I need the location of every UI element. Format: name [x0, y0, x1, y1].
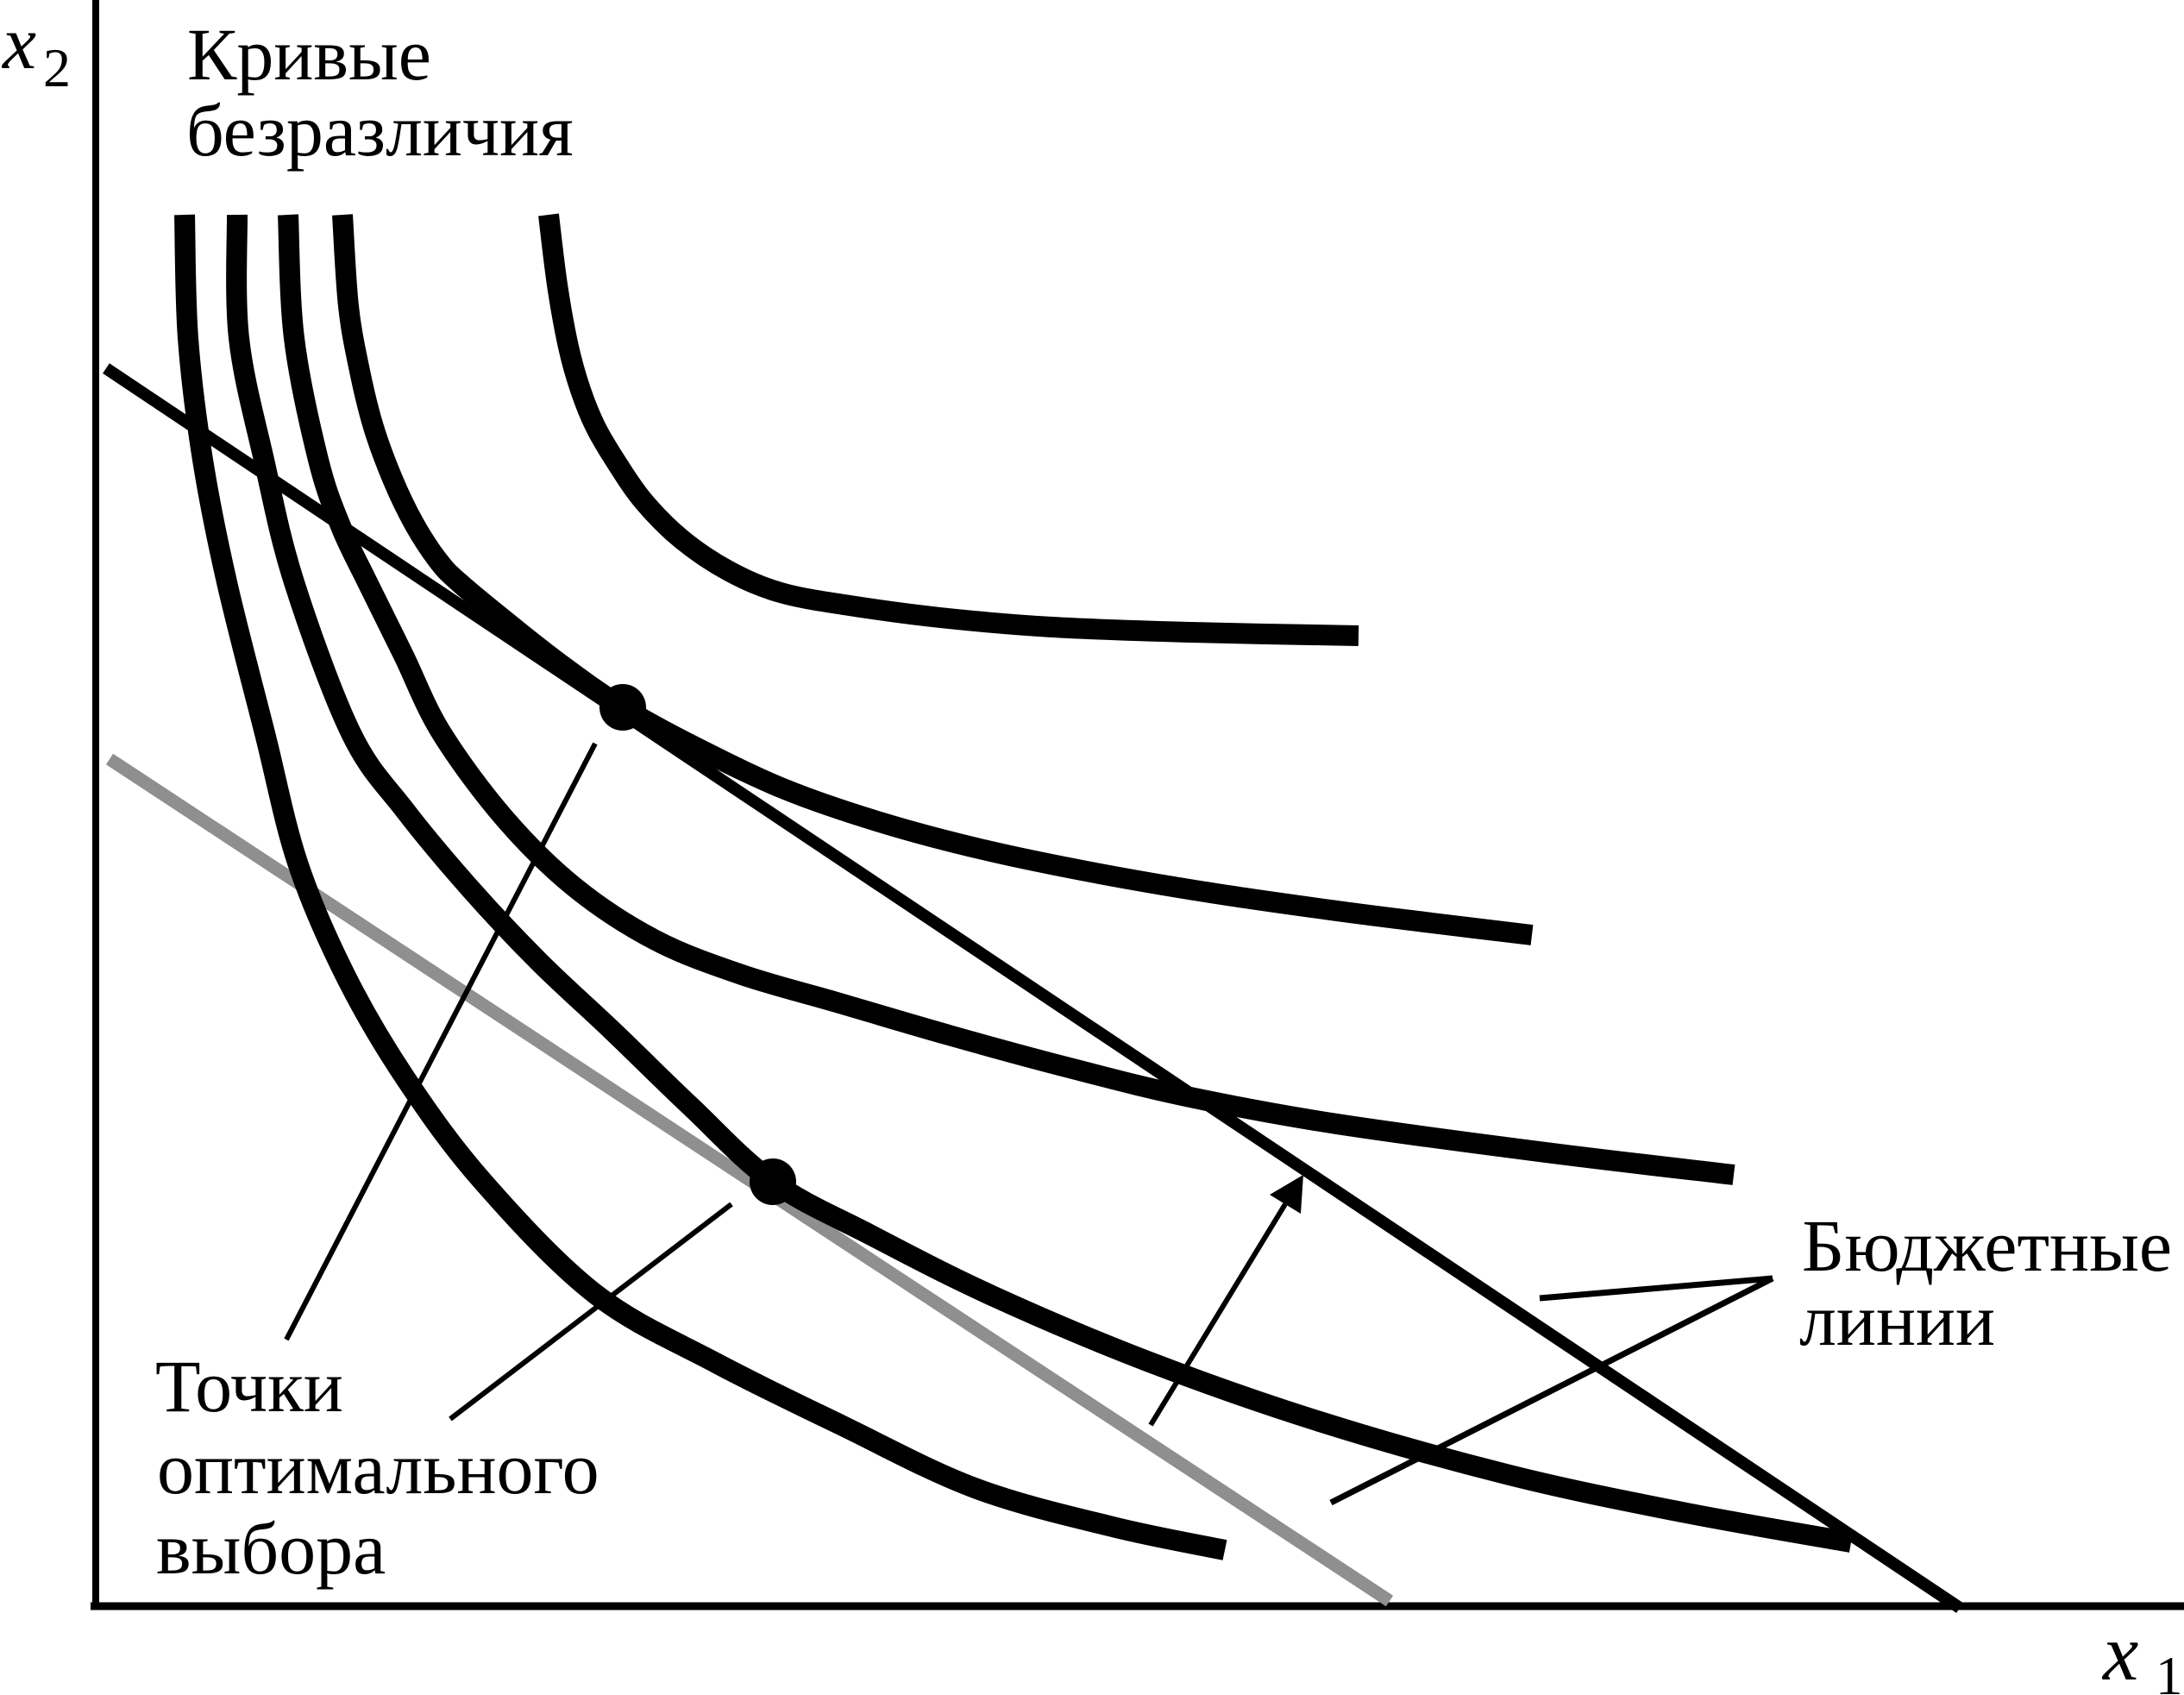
- svg-text:x: x: [1, 2, 36, 85]
- svg-text:Бюджетные: Бюджетные: [1802, 1204, 2172, 1287]
- svg-text:1: 1: [2156, 1646, 2183, 1695]
- svg-text:Точки: Точки: [155, 1345, 343, 1428]
- svg-text:оптимального: оптимального: [157, 1427, 599, 1510]
- svg-text:выбора: выбора: [156, 1507, 386, 1590]
- svg-text:2: 2: [43, 37, 71, 98]
- svg-text:безразличия: безразличия: [186, 89, 574, 172]
- svg-text:Кривые: Кривые: [187, 13, 431, 96]
- svg-text:x: x: [2101, 1609, 2138, 1695]
- svg-text:линии: линии: [1799, 1278, 1995, 1361]
